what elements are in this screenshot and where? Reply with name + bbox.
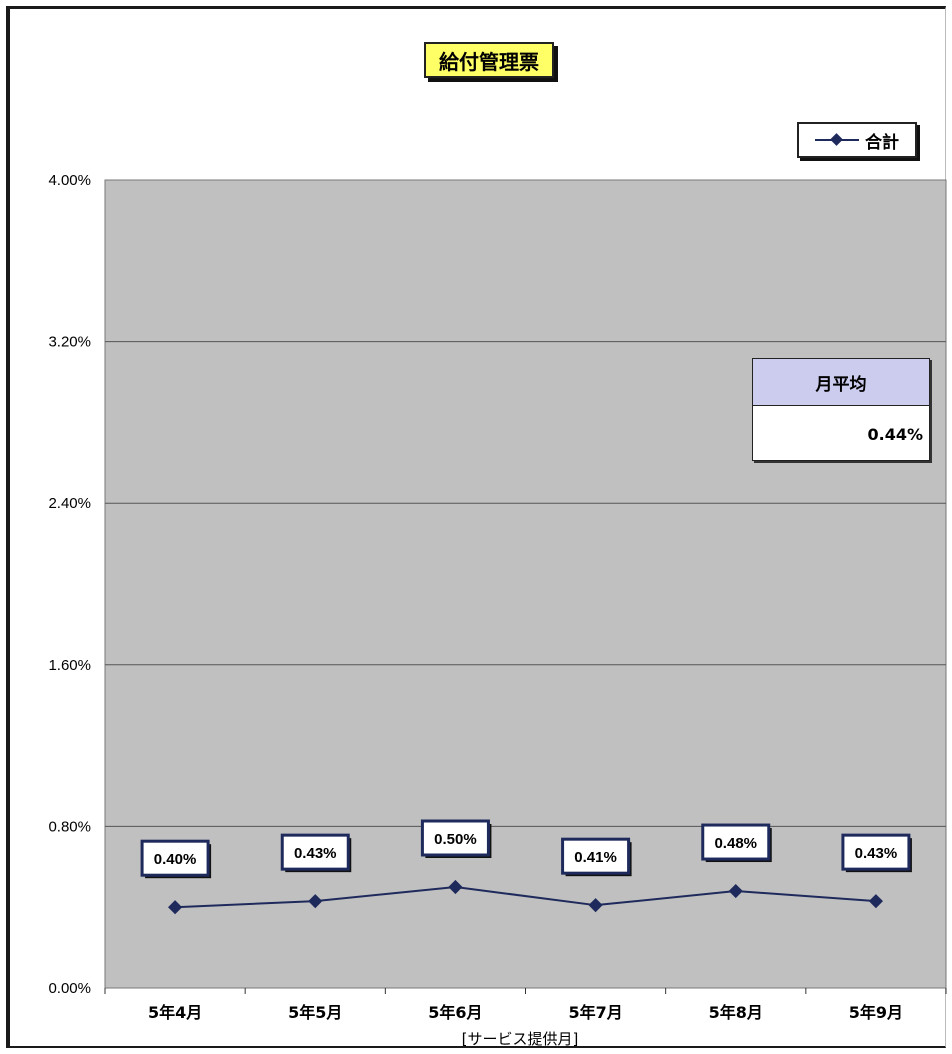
y-axis-ticks: 0.00% 0.80% 1.60% 2.40% 3.20% 4.00% xyxy=(48,172,91,997)
data-label: 0.50% xyxy=(434,831,477,848)
monthly-average-value: 0.44% xyxy=(867,424,923,444)
x-axis-ticks: 5年4月 5年5月 5年6月 5年7月 5年8月 5年9月 xyxy=(104,988,947,1022)
gridlines xyxy=(105,341,946,827)
x-tick-label: 5年4月 xyxy=(148,1003,202,1022)
data-point-marker xyxy=(308,894,323,909)
monthly-average-header: 月平均 xyxy=(753,359,929,406)
plot-area xyxy=(104,179,947,989)
y-tick-label: 4.00% xyxy=(48,172,91,189)
x-tick-label: 5年6月 xyxy=(428,1003,482,1022)
x-tick-label: 5年5月 xyxy=(288,1003,342,1022)
data-point-marker xyxy=(868,894,883,909)
data-label-box xyxy=(561,837,631,875)
data-label: 0.43% xyxy=(294,845,337,862)
series-line xyxy=(175,885,876,909)
chart-title: 給付管理票 xyxy=(424,42,554,78)
data-point-marker xyxy=(728,883,743,899)
data-label-box xyxy=(420,819,490,857)
legend-line-marker-icon xyxy=(815,134,859,146)
x-axis-label: [サービス提供月] xyxy=(462,1030,579,1048)
data-labels: 0.40% 0.43% 0.50% 0.41% 0.48% 0.43% xyxy=(140,819,912,879)
x-tick-label: 5年7月 xyxy=(568,1003,622,1022)
data-label-box xyxy=(140,839,210,877)
y-tick-label: 0.00% xyxy=(48,980,91,997)
legend: 合計 xyxy=(797,122,917,158)
monthly-average-table: 月平均 0.44% xyxy=(752,358,930,461)
data-label: 0.40% xyxy=(154,851,197,868)
y-tick-label: 0.80% xyxy=(48,818,91,835)
x-tick-label: 5年8月 xyxy=(709,1003,763,1022)
legend-label-total: 合計 xyxy=(865,132,899,153)
y-tick-label: 2.40% xyxy=(48,495,91,512)
data-point-marker xyxy=(448,879,463,895)
data-label: 0.48% xyxy=(714,835,757,852)
x-tick-label: 5年9月 xyxy=(849,1003,903,1022)
data-point-marker xyxy=(168,900,183,915)
data-label: 0.41% xyxy=(574,849,617,866)
series-line-total xyxy=(168,879,883,915)
data-label-box xyxy=(841,833,911,871)
y-tick-label: 3.20% xyxy=(48,334,91,351)
y-tick-label: 1.60% xyxy=(48,657,91,674)
data-label: 0.43% xyxy=(855,845,898,862)
data-point-marker xyxy=(588,898,603,913)
data-label-box xyxy=(280,833,350,871)
data-label-box xyxy=(701,823,771,861)
